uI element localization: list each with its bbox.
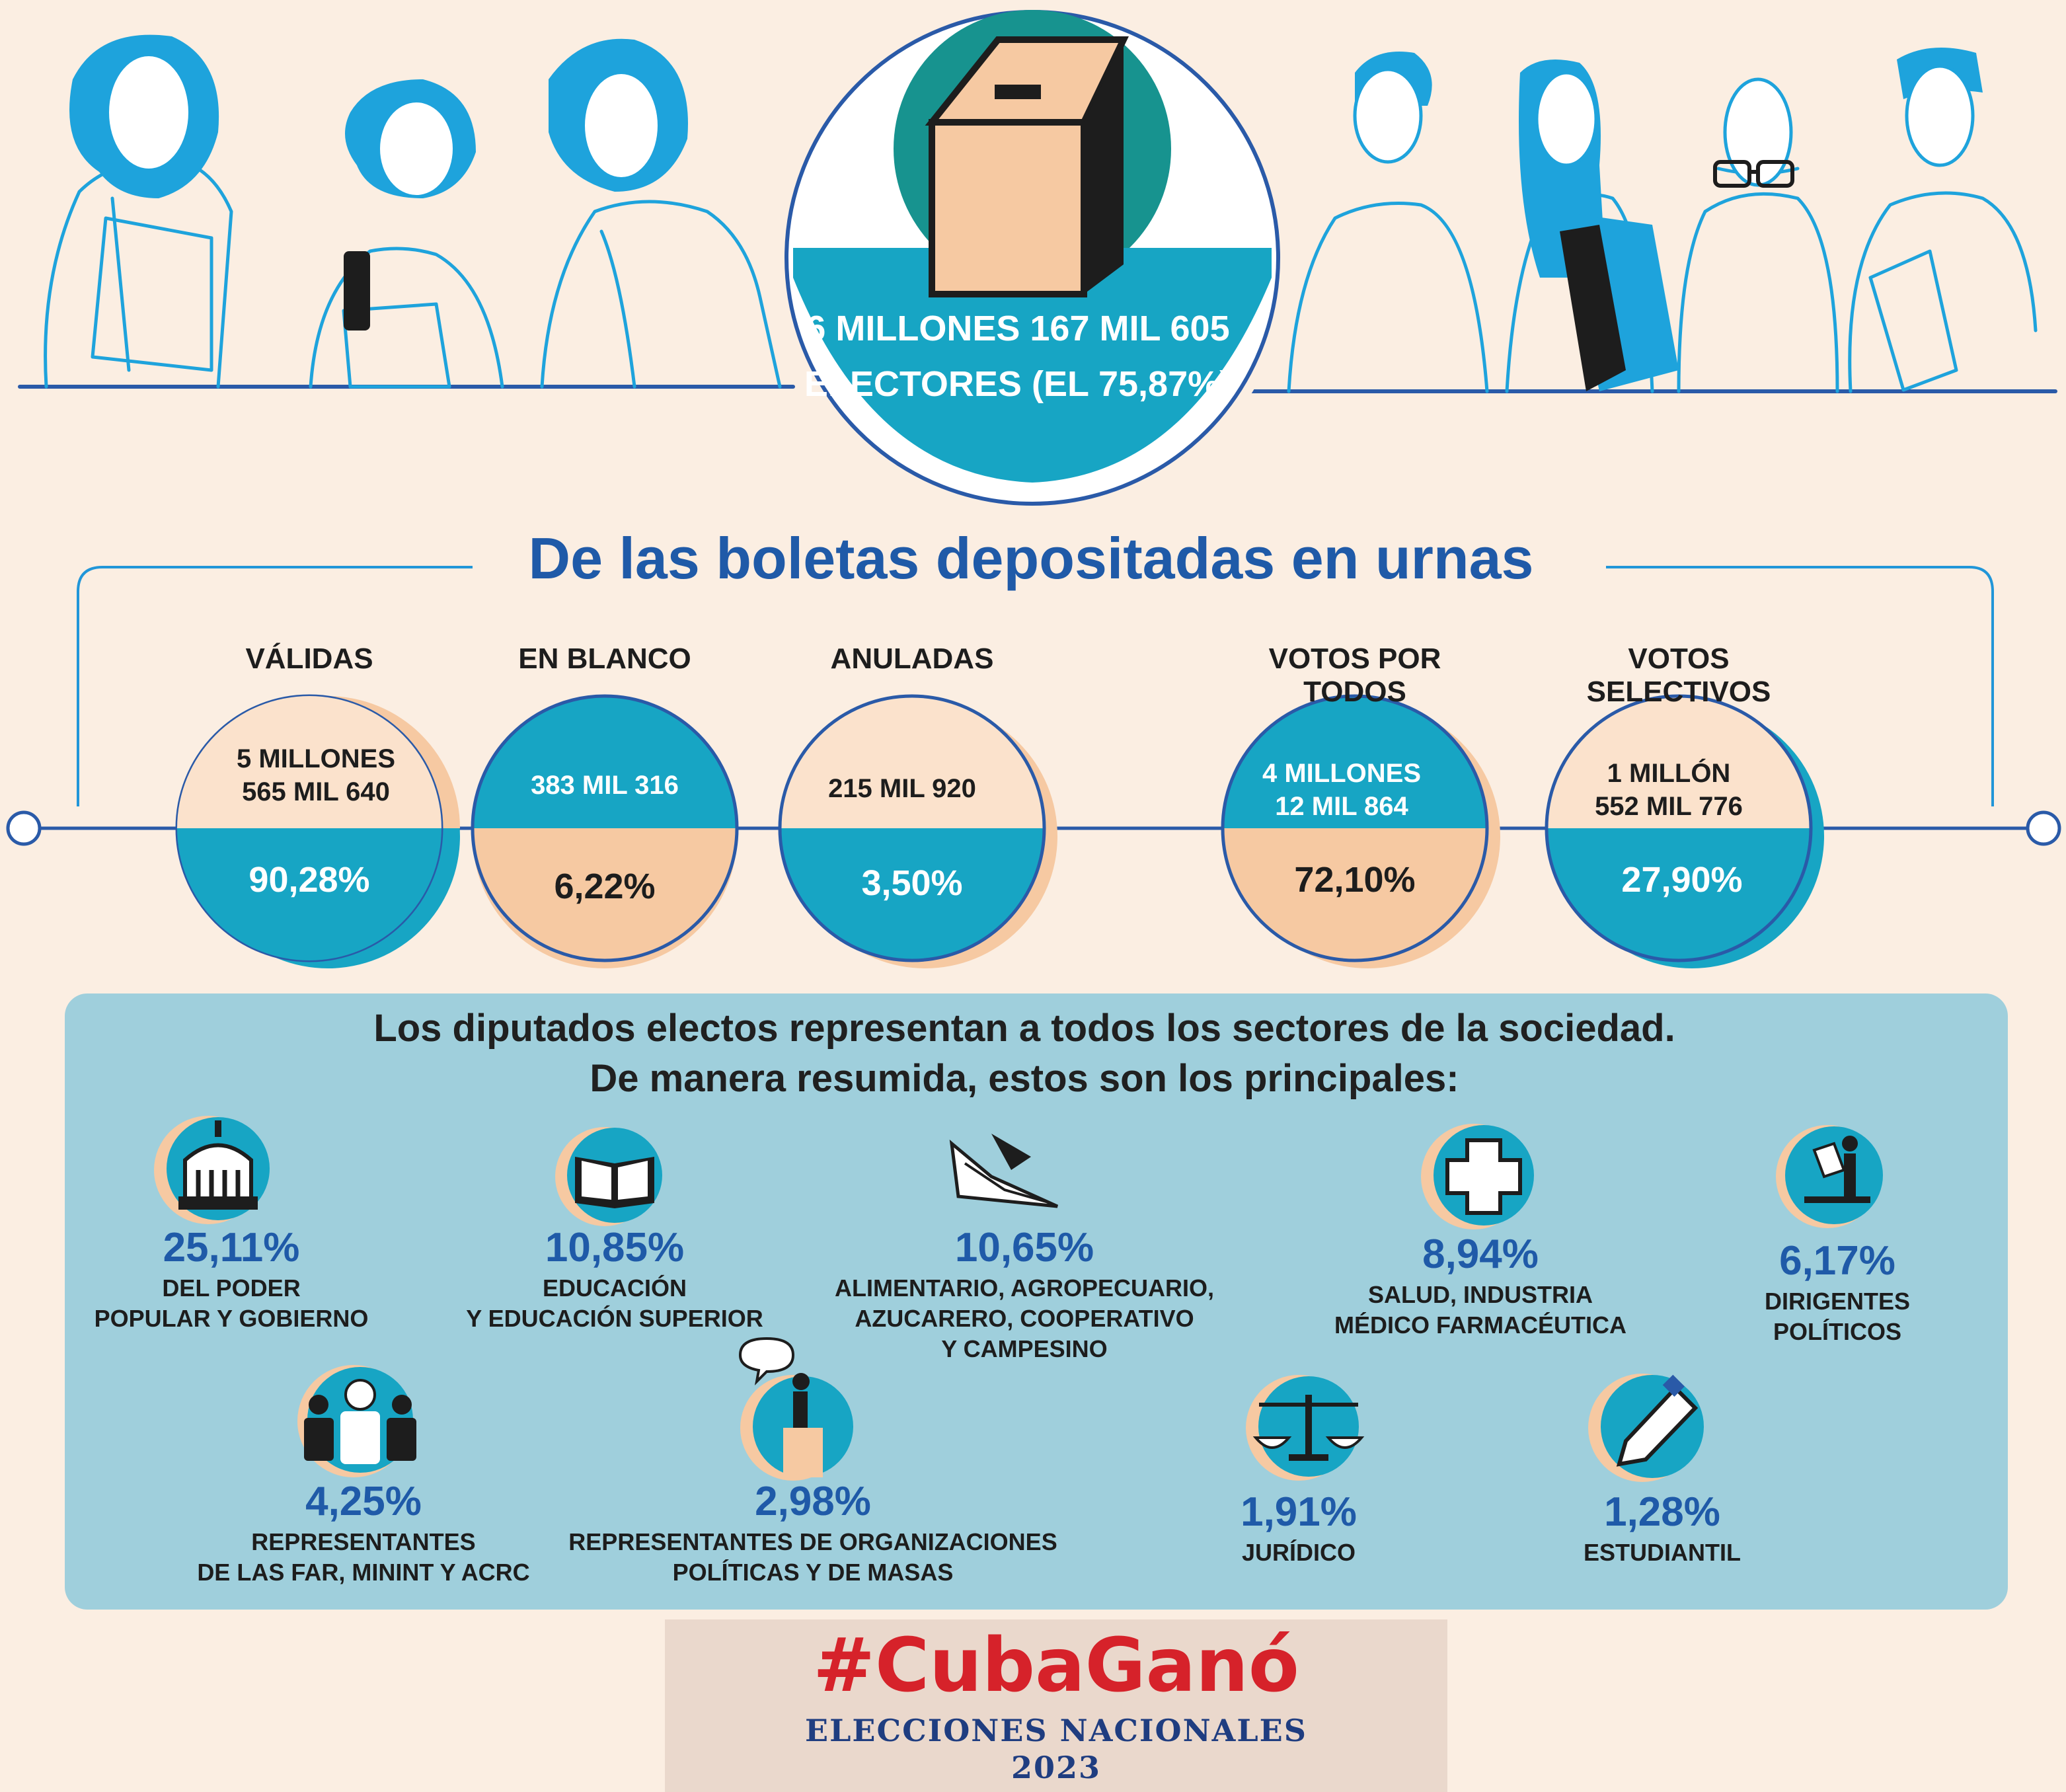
ballot-label: VÁLIDAS <box>245 643 373 675</box>
people-group-icon <box>297 1365 416 1477</box>
ballot-percent: 27,90% <box>1621 860 1743 900</box>
sector-percent: 2,98% <box>755 1479 871 1524</box>
open-book-icon <box>555 1127 662 1226</box>
footer-caption: ELECCIONES NACIONALES 2023 <box>805 1713 1307 1785</box>
ballot-percent: 6,22% <box>554 867 656 906</box>
sector-item: 4,25% REPRESENTANTES DE LAS FAR, MININT Y… <box>178 1477 549 1588</box>
ballot-circle-en-blanco <box>471 694 739 968</box>
footer-banner <box>665 1619 1447 1792</box>
sector-item: 8,94% SALUD, INDUSTRIA MÉDICO FARMACÉUTIC… <box>1295 1229 1665 1341</box>
sector-percent: 8,94% <box>1422 1231 1539 1277</box>
ballot-circle-validas <box>175 694 460 968</box>
sector-item: 1,28% ESTUDIANTIL <box>1547 1487 1778 1568</box>
sector-description: EDUCACIÓN Y EDUCACIÓN SUPERIOR <box>466 1274 763 1332</box>
ballot-percent: 90,28% <box>249 860 370 900</box>
sector-description: DIRIGENTES POLÍTICOS <box>1764 1288 1911 1345</box>
sector-item: 2,98% REPRESENTANTES DE ORGANIZACIONES PO… <box>555 1477 1071 1588</box>
sector-item: 1,91% JURÍDICO <box>1190 1487 1408 1568</box>
sector-description: JURÍDICO <box>1241 1539 1356 1566</box>
medical-cross-icon <box>1421 1124 1534 1229</box>
capitol-building-icon <box>154 1116 270 1224</box>
politician-podium-icon <box>1776 1125 1883 1228</box>
ballot-percent: 3,50% <box>861 863 963 903</box>
ballot-count: 1 MILLÓN 552 MIL 776 <box>1595 759 1743 821</box>
sector-description: REPRESENTANTES DE ORGANIZACIONES POLÍTICA… <box>568 1528 1057 1586</box>
sector-item: 6,17% DIRIGENTES POLÍTICOS <box>1718 1236 1956 1347</box>
sector-percent: 25,11% <box>163 1225 300 1270</box>
sugarcane-icon <box>949 1134 1059 1208</box>
ballot-count: 215 MIL 920 <box>828 774 976 803</box>
sector-icons <box>154 1116 1883 1482</box>
ballot-label: EN BLANCO <box>518 643 691 675</box>
ballots-frame <box>6 566 2061 968</box>
scales-of-justice-icon <box>1246 1375 1365 1481</box>
people-illustration <box>18 0 2057 516</box>
sector-item: 10,65% ALIMENTARIO, AGROPECUARIO, AZUCARE… <box>826 1223 1223 1364</box>
sector-description: DEL PODER POPULAR Y GOBIERNO <box>94 1274 369 1332</box>
ballot-count: 5 MILLONES 565 MIL 640 <box>236 744 396 806</box>
electors-total-text: 6 MILLONES 167 MIL 605 ELECTORES (EL 75,… <box>760 301 1276 412</box>
ballot-circle-votos-por-todos <box>1221 694 1500 968</box>
section-title: De las boletas depositadas en urnas <box>528 526 1534 591</box>
sector-percent: 4,25% <box>305 1479 422 1524</box>
sector-percent: 6,17% <box>1779 1238 1895 1284</box>
ballot-label: VOTOS SELECTIVOS <box>1586 643 1771 708</box>
brand-hashtag: #CubaGanó <box>813 1623 1299 1709</box>
sector-description: ALIMENTARIO, AGROPECUARIO, AZUCARERO, COO… <box>835 1274 1214 1362</box>
sector-description: SALUD, INDUSTRIA MÉDICO FARMACÉUTICA <box>1334 1281 1626 1339</box>
sector-item: 10,85% EDUCACIÓN Y EDUCACIÓN SUPERIOR <box>436 1223 793 1334</box>
ballot-box-icon <box>775 0 1290 516</box>
sectors-panel <box>65 993 2008 1610</box>
electors-count: 6 MILLONES 167 MIL 605 <box>806 309 1230 348</box>
sectors-heading: Los diputados electos representan a todo… <box>373 1007 1675 1100</box>
pencil-icon <box>1588 1374 1704 1482</box>
electors-percent: ELECTORES (EL 75,87%) <box>804 364 1232 404</box>
ballot-percent: 72,10% <box>1294 860 1416 900</box>
ballot-circle-votos-selectivos <box>1545 694 1824 968</box>
sector-percent: 10,65% <box>954 1225 1094 1270</box>
sector-percent: 1,28% <box>1604 1489 1720 1535</box>
sector-description: ESTUDIANTIL <box>1584 1539 1741 1566</box>
ballot-count: 4 MILLONES 12 MIL 864 <box>1262 759 1422 821</box>
sector-description: REPRESENTANTES DE LAS FAR, MININT Y ACRC <box>197 1528 530 1586</box>
sector-percent: 1,91% <box>1241 1489 1357 1535</box>
ballot-label: VOTOS POR TODOS <box>1268 643 1441 708</box>
sector-item: 25,11% DEL PODER POPULAR Y GOBIERNO <box>59 1223 403 1334</box>
ballot-count: 383 MIL 316 <box>531 771 679 800</box>
ballot-label: ANULADAS <box>830 643 994 675</box>
sector-percent: 10,85% <box>545 1225 685 1270</box>
speaker-podium-icon <box>738 1337 853 1481</box>
ballot-circle-anuladas <box>778 694 1057 968</box>
